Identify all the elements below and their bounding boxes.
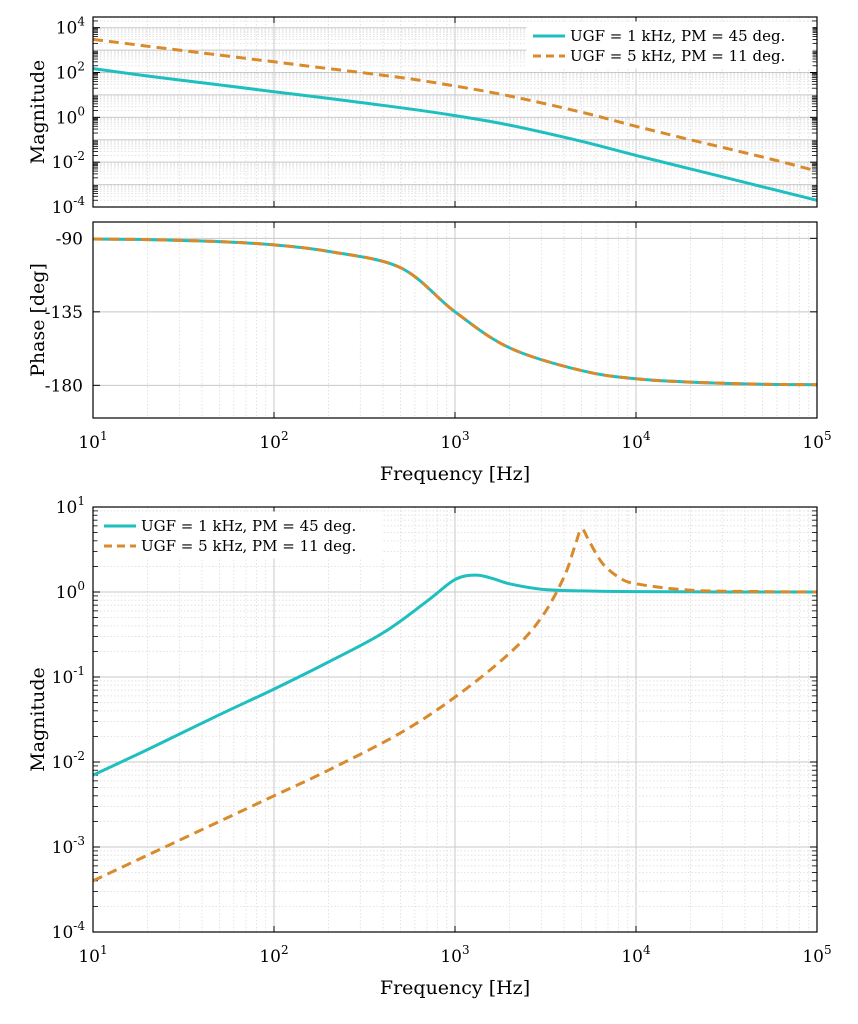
x-tick-label: 104 — [621, 943, 651, 967]
x-tick-label: 102 — [259, 943, 288, 967]
y-tick-label: 102 — [56, 60, 85, 84]
series-group — [93, 237, 817, 387]
axes-box — [92, 506, 818, 933]
x-tick-label: 102 — [259, 429, 288, 453]
y-tick-label: 10-3 — [52, 834, 85, 858]
y-tick-label: -135 — [45, 303, 83, 323]
series-line-ugf1khz — [93, 573, 817, 777]
y-tick-label: 10-1 — [52, 664, 85, 688]
legend: UGF = 1 kHz, PM = 45 deg. UGF = 5 kHz, PM… — [97, 511, 384, 559]
series-line-ugf5khz — [93, 527, 817, 883]
y-axis-label: Magnitude — [27, 60, 49, 165]
legend: UGF = 1 kHz, PM = 45 deg. UGF = 5 kHz, PM… — [526, 21, 813, 69]
series-line-ugf5khz — [93, 237, 817, 387]
y-tick-label: 10-2 — [52, 749, 85, 773]
x-tick-label: 101 — [78, 943, 107, 967]
legend-entry-label: UGF = 5 kHz, PM = 11 deg. — [141, 537, 356, 555]
y-axis-label: Phase [deg] — [27, 263, 49, 377]
x-axis-label: Frequency [Hz] — [380, 463, 530, 485]
y-tick-label: -180 — [45, 376, 83, 396]
y-axis-label: Magnitude — [27, 667, 49, 772]
axes-box — [92, 221, 818, 419]
y-tick-label: 10-2 — [52, 149, 85, 173]
x-tick-label: 105 — [802, 943, 831, 967]
y-tick-label: 100 — [56, 104, 85, 128]
series-line-ugf1khz — [93, 67, 817, 202]
legend-box — [526, 21, 813, 69]
chart-panel-1: 10-4 10-2 100 102 104 Magnitude UGF = 1 kHz, P… — [27, 15, 818, 218]
y-tick-label: 101 — [56, 494, 85, 518]
legend-box — [97, 511, 384, 559]
chart-panel-2: -180 -135 -90 101 102 103 104 105 Phase [deg] Fre… — [27, 221, 832, 485]
grid — [92, 222, 818, 418]
x-tick-label: 104 — [621, 429, 651, 453]
y-tick-label: 100 — [56, 579, 85, 603]
x-tick-label: 101 — [78, 429, 107, 453]
y-tick-label: -90 — [56, 229, 83, 249]
x-tick-label: 103 — [440, 429, 469, 453]
grid — [92, 506, 818, 933]
chart-panel-3: 10-4 10-3 10-2 10-1 100 101 101 102 103 104 105 Mag… — [27, 494, 832, 999]
x-tick-label: 103 — [440, 943, 469, 967]
legend-entry-label: UGF = 1 kHz, PM = 45 deg. — [570, 27, 785, 45]
legend-entry-label: UGF = 1 kHz, PM = 45 deg. — [141, 517, 356, 535]
axes-box — [92, 16, 818, 208]
x-axis-label: Frequency [Hz] — [380, 977, 530, 999]
y-tick-label: 10-4 — [52, 194, 86, 218]
y-tick-label: 10-4 — [52, 919, 86, 943]
legend-entry-label: UGF = 5 kHz, PM = 11 deg. — [570, 47, 785, 65]
y-tick-label: 104 — [56, 15, 86, 39]
series-group — [93, 37, 817, 202]
x-tick-label: 105 — [802, 429, 831, 453]
series-group — [93, 527, 817, 883]
